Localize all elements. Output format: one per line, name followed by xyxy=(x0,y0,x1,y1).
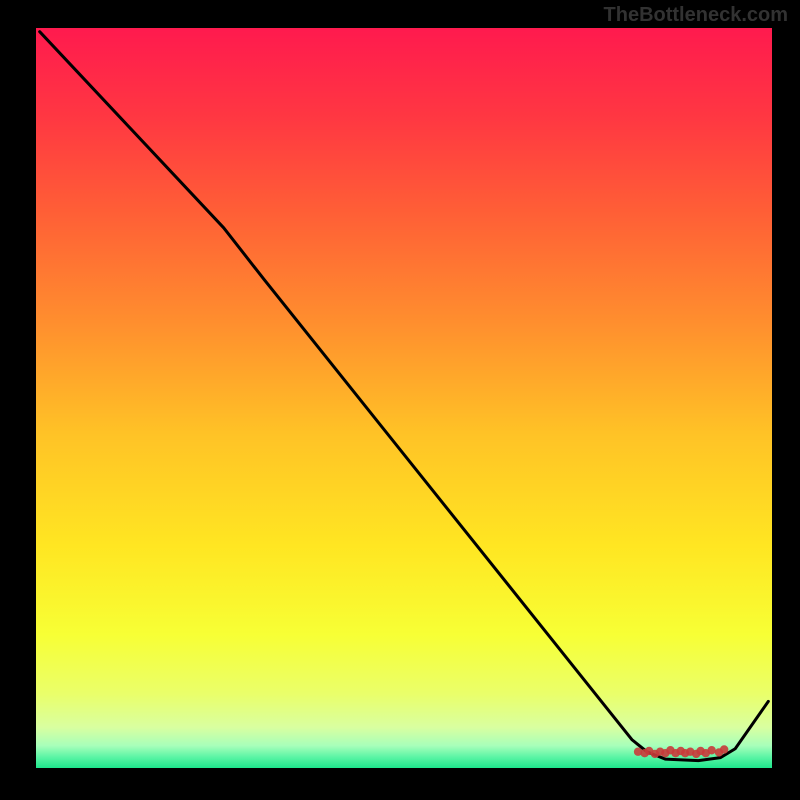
chart-root: TheBottleneck.com xyxy=(0,0,800,800)
valley-marker xyxy=(720,745,728,753)
chart-svg xyxy=(36,28,772,768)
frame-right xyxy=(772,0,800,800)
frame-left xyxy=(0,0,36,800)
gradient-background xyxy=(36,28,772,768)
frame-bottom xyxy=(0,768,800,800)
valley-marker xyxy=(707,746,715,754)
plot-area xyxy=(36,28,772,768)
attribution-text: TheBottleneck.com xyxy=(604,4,788,27)
